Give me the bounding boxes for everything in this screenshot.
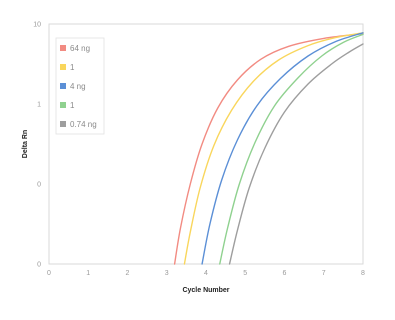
y-axis-title: Delta Rn (22, 130, 29, 158)
legend-label: 64 ng (70, 44, 90, 53)
legend-swatch (60, 121, 66, 127)
series-line-4 (219, 33, 364, 265)
legend-swatch (60, 102, 66, 108)
legend-label: 1 (70, 63, 75, 72)
legend-swatch (60, 83, 66, 89)
x-tick-label: 7 (322, 270, 326, 277)
y-tick-label: 1 (37, 102, 41, 109)
legend-label: 4 ng (70, 82, 86, 91)
x-tick-label: 0 (47, 270, 51, 277)
y-tick-label: 0 (37, 182, 41, 189)
series-layer (173, 32, 364, 265)
series-line-5 (228, 43, 364, 265)
x-axis-title: Cycle Number (182, 287, 229, 294)
y-tick-label: 10 (33, 22, 41, 29)
legend-label: 1 (70, 101, 75, 110)
x-tick-label: 5 (243, 270, 247, 277)
x-tick-labels: 0 1 2 3 4 5 6 7 8 (47, 270, 365, 277)
legend-items: 64 ng 1 4 ng 1 0.74 ng (60, 44, 97, 129)
y-tick-label: 0 (37, 262, 41, 269)
x-tick-label: 8 (361, 270, 365, 277)
legend: 64 ng 1 4 ng 1 0.74 ng (55, 37, 105, 135)
series-line-1 (173, 32, 364, 265)
legend-swatch (60, 64, 66, 70)
series-line-2 (183, 32, 364, 265)
legend-label: 0.74 ng (70, 120, 97, 129)
series-line-3 (201, 32, 364, 265)
x-tick-label: 1 (86, 270, 90, 277)
x-tick-label: 3 (165, 270, 169, 277)
x-tick-label: 6 (283, 270, 287, 277)
legend-swatch (60, 45, 66, 51)
x-tick-label: 2 (126, 270, 130, 277)
x-tick-label: 4 (204, 270, 208, 277)
